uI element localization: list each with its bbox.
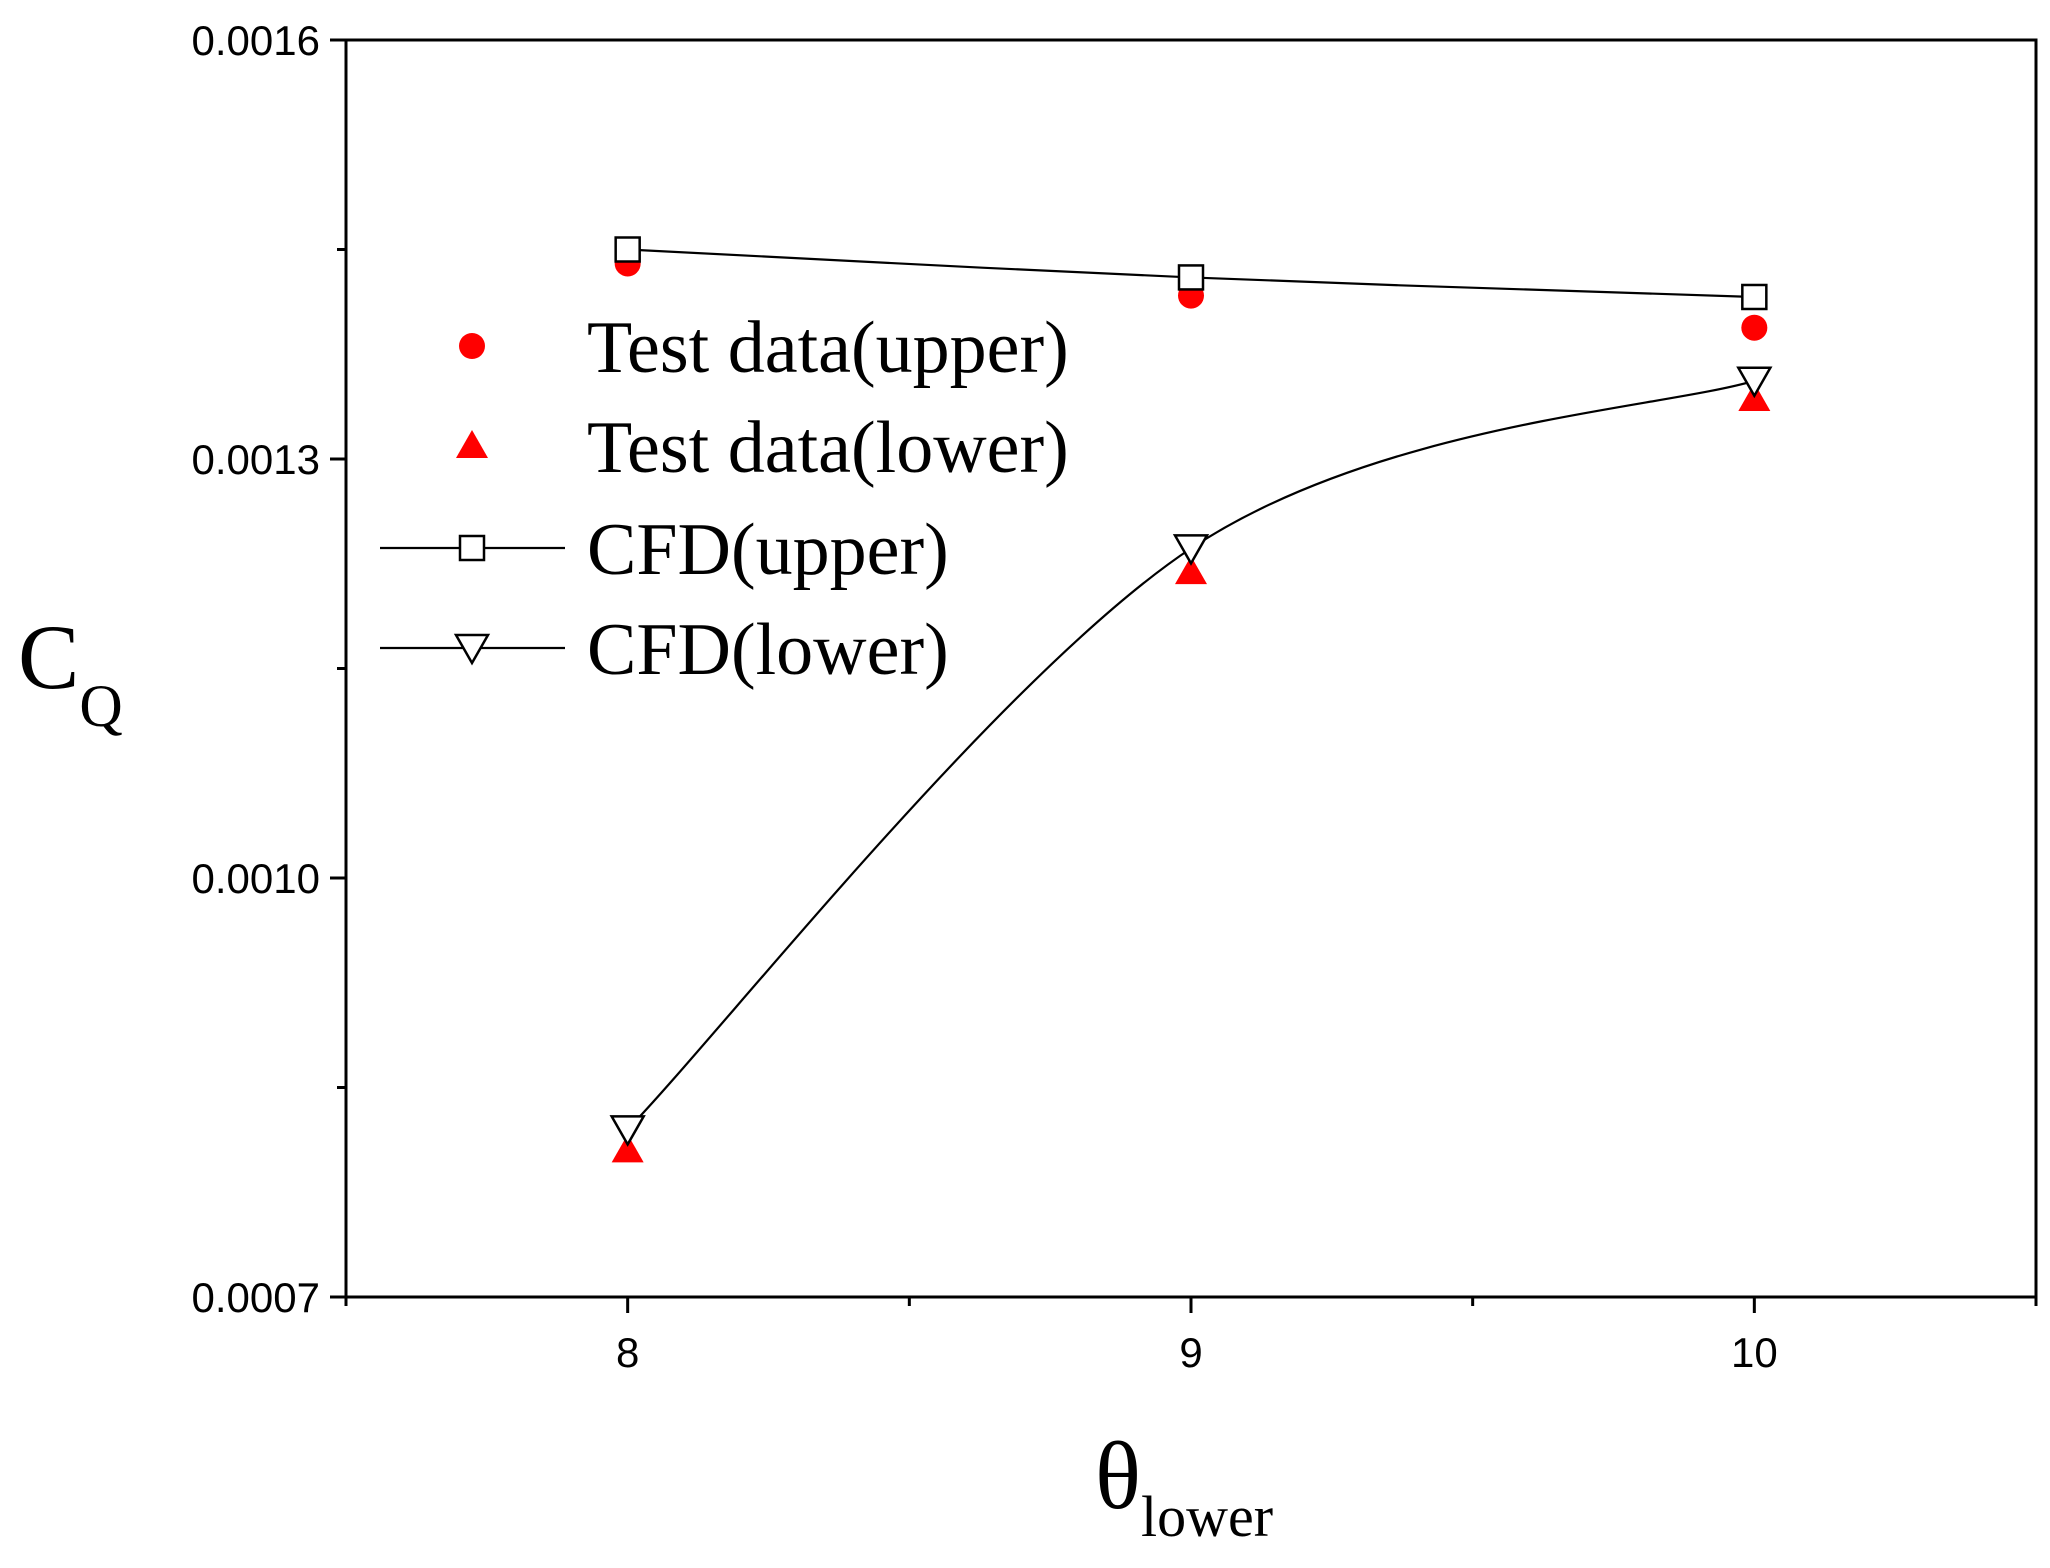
data-point-s0-2 — [1741, 314, 1768, 341]
x-axis-label-main: θ — [1095, 1422, 1141, 1529]
y-axis-label-main: C — [18, 606, 79, 708]
data-point-s1-1 — [1175, 556, 1207, 585]
x-tick-label: 8 — [616, 1329, 639, 1376]
y-axis-label: CQ — [18, 606, 123, 739]
legend-marker-2 — [458, 534, 486, 562]
data-point-s2-1 — [1177, 264, 1205, 291]
legend-label-1: Test data(lower) — [587, 407, 1069, 489]
legend: Test data(upper) Test data(lower) CFD(uppe… — [380, 307, 1069, 691]
legend-label-3: CFD(lower) — [587, 609, 949, 691]
data-point-s1-0 — [611, 1134, 644, 1163]
x-axis-label: θlower — [1095, 1422, 1273, 1549]
y-tick-label: 0.0007 — [192, 1274, 320, 1321]
legend-marker-1 — [456, 430, 488, 458]
legend-marker-0 — [459, 333, 485, 359]
y-tick-label: 0.0013 — [192, 436, 320, 483]
series-markers — [609, 236, 1773, 1163]
x-axis-label-sub: lower — [1141, 1484, 1273, 1549]
x-tick-label: 10 — [1731, 1329, 1778, 1376]
data-point-s3-0 — [609, 1115, 646, 1147]
legend-label-2: CFD(upper) — [587, 509, 949, 591]
y-tick-label: 0.0016 — [192, 17, 320, 64]
series-line-3 — [626, 379, 1755, 1131]
data-point-s3-2 — [1736, 366, 1773, 399]
data-point-s3-1 — [1172, 534, 1210, 566]
data-point-s2-0 — [614, 236, 641, 263]
y-axis-label-sub: Q — [79, 673, 122, 739]
legend-marker-3 — [453, 633, 491, 666]
axis-ticks: 0.0007 0.0010 0.0013 0.0016 8 9 10 — [192, 17, 2038, 1376]
data-point-s2-2 — [1741, 283, 1768, 311]
x-tick-label: 9 — [1179, 1329, 1202, 1376]
y-tick-label: 0.0010 — [192, 855, 320, 902]
legend-label-0: Test data(upper) — [587, 307, 1069, 389]
